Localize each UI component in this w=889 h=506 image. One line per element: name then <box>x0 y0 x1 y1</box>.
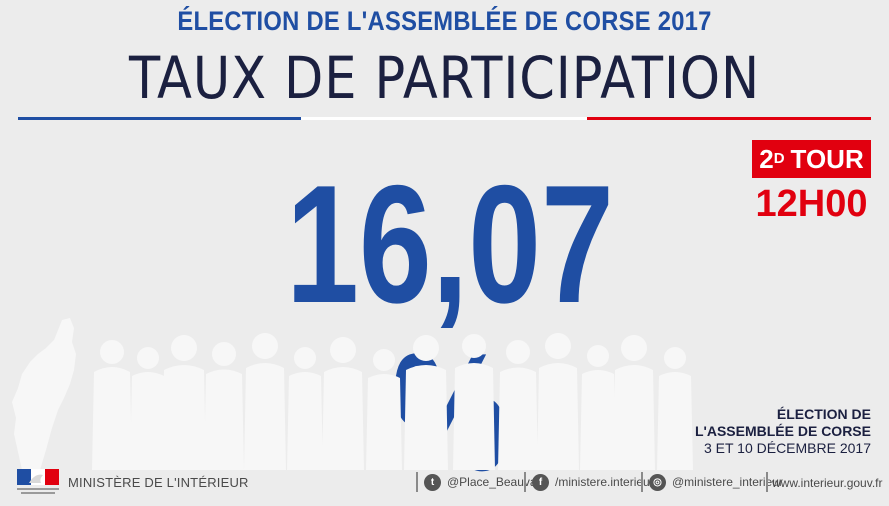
ministry-name: MINISTÈRE DE L'INTÉRIEUR <box>68 475 249 490</box>
election-line2: L'ASSEMBLÉE DE CORSE <box>694 423 871 439</box>
divider <box>524 472 526 492</box>
tricolor-rule-blue <box>18 117 301 120</box>
tricolor-rule-white <box>301 117 587 120</box>
divider <box>766 472 768 492</box>
website-link[interactable]: www.interieur.gouv.fr <box>772 476 883 490</box>
instagram-icon: ◎ <box>649 473 666 491</box>
corsica-map <box>12 318 76 470</box>
header-subtitle: ÉLECTION DE L'ASSEMBLÉE DE CORSE 2017 <box>177 6 712 36</box>
tour-label: TOUR <box>790 143 864 174</box>
twitter-handle: @Place_Beauvau <box>447 475 544 489</box>
tour-number: 2 <box>759 143 774 174</box>
election-info: ÉLECTION DE L'ASSEMBLÉE DE CORSE 3 ET 10… <box>695 406 871 457</box>
marianne-logo <box>17 469 59 494</box>
page-title: TAUX DE PARTICIPATION <box>128 44 761 112</box>
tricolor-rule-red <box>587 117 871 120</box>
twitter-icon: t <box>424 473 441 491</box>
instagram-handle: @ministere_interieur <box>672 475 783 489</box>
facebook-icon: f <box>532 473 549 491</box>
tour-superscript: D <box>773 149 785 167</box>
tour-badge: 2 D TOUR <box>752 140 871 178</box>
divider <box>416 472 418 492</box>
divider <box>641 472 643 492</box>
twitter-link[interactable]: t @Place_Beauvau <box>416 472 543 492</box>
tour-time: 12H00 <box>755 183 868 225</box>
election-line1: ÉLECTION DE <box>776 406 871 422</box>
instagram-link[interactable]: ◎ @ministere_interieur <box>641 472 783 492</box>
facebook-link[interactable]: f /ministere.interieur <box>524 472 654 492</box>
person-silhouette <box>92 340 132 470</box>
facebook-handle: /ministere.interieur <box>555 475 654 489</box>
election-dates: 3 ET 10 DÉCEMBRE 2017 <box>703 440 871 456</box>
footer: MINISTÈRE DE L'INTÉRIEUR t @Place_Beauva… <box>0 464 889 500</box>
crowd-silhouettes <box>12 318 693 470</box>
